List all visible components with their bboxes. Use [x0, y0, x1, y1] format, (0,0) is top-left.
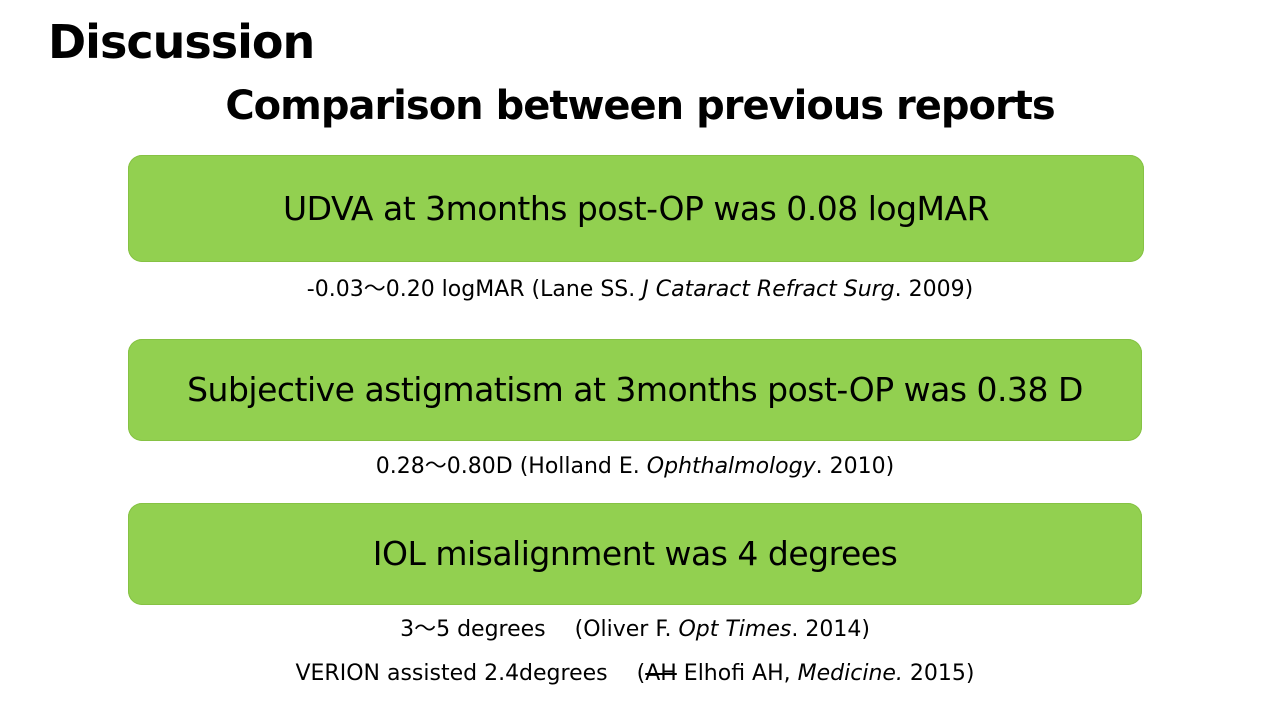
- reference-elhofi: VERION assisted 2.4degrees (AH Elhofi AH…: [0, 659, 1275, 689]
- slide-title: Discussion: [48, 15, 315, 69]
- reference-oliver-journal: Opt Times: [678, 617, 792, 642]
- reference-elhofi-author: Elhofi AH,: [676, 661, 798, 686]
- reference-oliver: 3～5 degrees (Oliver F. Opt Times. 2014): [0, 615, 1275, 645]
- slide-subtitle: Comparison between previous reports: [225, 83, 1055, 129]
- finding-text-udva: UDVA at 3months post-OP was 0.08 logMAR: [282, 188, 990, 228]
- reference-elhofi-journal: Medicine.: [797, 661, 903, 686]
- reference-lane-journal: J Cataract Refract Surg: [642, 277, 895, 302]
- finding-text-iol-misalignment: IOL misalignment was 4 degrees: [372, 534, 898, 573]
- reference-holland-values: 0.28～0.80D (Holland E.: [375, 454, 647, 479]
- finding-box-udva: UDVA at 3months post-OP was 0.08 logMAR: [128, 155, 1144, 262]
- finding-box-astigmatism: Subjective astigmatism at 3months post-O…: [128, 339, 1142, 441]
- reference-lane-year: . 2009): [894, 277, 974, 302]
- reference-lane: -0.03～0.20 logMAR (Lane SS. J Cataract R…: [0, 275, 1280, 305]
- reference-elhofi-year: 2015): [902, 661, 975, 686]
- reference-lane-values: -0.03～0.20 logMAR (Lane SS.: [306, 277, 643, 302]
- reference-holland-year: . 2010): [815, 454, 895, 479]
- reference-oliver-values: 3～5 degrees (Oliver F.: [400, 617, 679, 642]
- reference-holland: 0.28～0.80D (Holland E. Ophthalmology. 20…: [0, 452, 1275, 482]
- finding-box-iol-misalignment: IOL misalignment was 4 degrees: [128, 503, 1142, 605]
- finding-text-astigmatism: Subjective astigmatism at 3months post-O…: [187, 370, 1083, 409]
- reference-holland-journal: Ophthalmology: [646, 454, 816, 479]
- reference-oliver-year: . 2014): [791, 617, 870, 642]
- reference-elhofi-struck-text: AH: [645, 661, 677, 686]
- reference-elhofi-values: VERION assisted 2.4degrees (: [295, 661, 646, 686]
